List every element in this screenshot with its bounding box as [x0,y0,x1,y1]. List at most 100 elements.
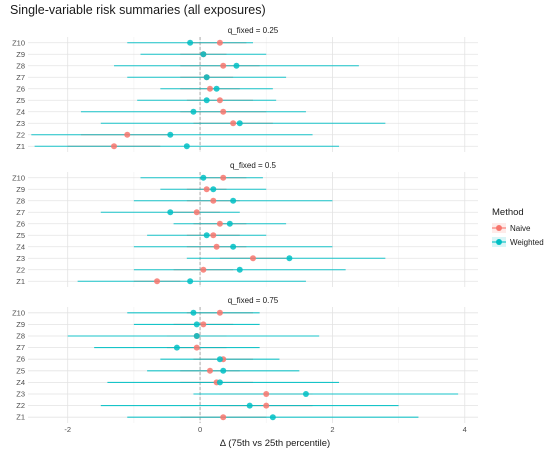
point-naive [206,85,213,92]
point-weighted [193,321,200,328]
y-tick-label: Z10 [12,308,25,317]
point-weighted [187,39,194,46]
y-tick-label: Z1 [16,142,25,151]
y-tick-label: Z7 [16,73,25,82]
point-naive [230,120,237,127]
point-weighted [187,278,194,285]
point-weighted [269,414,276,421]
point-weighted [236,266,243,273]
point-weighted [167,131,174,138]
point-naive [216,220,223,227]
point-naive [200,321,207,328]
legend: Method Naive Weighted [492,207,544,247]
y-tick-label: Z2 [16,265,25,274]
legend-title: Method [492,207,524,218]
y-tick-label: Z1 [16,277,25,286]
point-weighted [203,74,210,81]
point-weighted [213,85,220,92]
point-naive [263,391,270,397]
point-weighted [193,333,200,339]
point-weighted [216,356,223,363]
y-tick-label: Z2 [16,130,25,139]
facet-panels: q_fixed = 0.25Z1Z2Z3Z4Z5Z6Z7Z8Z9Z10q_fix… [12,26,478,423]
point-naive [193,344,200,351]
point-naive [210,197,217,204]
y-tick-label: Z6 [16,355,25,364]
point-naive [216,309,223,316]
y-tick-label: Z6 [16,219,25,228]
point-weighted [233,62,240,69]
point-weighted [230,197,237,204]
point-naive [216,97,223,104]
legend-key-dot [496,239,502,245]
point-weighted [220,367,227,374]
point-naive [193,209,200,216]
y-tick-label: Z5 [16,366,25,375]
point-naive [200,266,207,273]
y-tick-label: Z5 [16,96,25,105]
point-weighted [302,391,309,397]
point-weighted [200,174,207,181]
legend-key-dot [496,225,502,231]
point-naive [216,39,223,46]
y-tick-label: Z2 [16,401,25,410]
point-weighted [190,309,197,316]
y-tick-label: Z10 [12,38,25,47]
y-tick-label: Z1 [16,413,25,422]
x-tick-label: 4 [463,425,467,434]
y-tick-label: Z3 [16,119,25,128]
point-weighted [236,120,243,127]
y-tick-label: Z8 [16,61,25,70]
facet-panel: q_fixed = 0.25 Z1 Z2 Z3 Z4 Z5 Z6 Z7 Z8 Z9 Z10 [12,26,478,152]
y-tick-label: Z8 [16,332,25,341]
point-naive [220,414,227,421]
point-weighted [230,243,237,250]
y-tick-label: Z3 [16,390,25,399]
point-naive [220,174,227,181]
point-weighted [246,402,253,409]
point-naive [124,131,131,138]
point-weighted [200,51,207,58]
point-naive [203,186,210,193]
legend-item: Weighted [492,237,544,247]
point-weighted [210,186,217,193]
y-tick-label: Z10 [12,173,25,182]
point-weighted [216,379,223,386]
point-weighted [190,108,197,115]
legend-label: Naive [510,224,531,233]
facet-label: q_fixed = 0.5 [230,161,277,170]
point-weighted [203,232,210,239]
point-naive [210,232,217,239]
y-tick-label: Z9 [16,320,25,329]
y-tick-label: Z8 [16,196,25,205]
point-naive [111,143,118,150]
x-tick-label: 2 [330,425,334,434]
facet-panel: q_fixed = 0.5 Z1 Z2 Z3 Z4 Z5 Z6 Z7 Z8 Z9 Z10 [12,161,478,287]
point-naive [154,278,161,285]
facet-panel: q_fixed = 0.75 Z1 Z2 Z3 Z4 Z5 Z6 Z7 Z8 Z9 Z10 [12,296,478,423]
facet-label: q_fixed = 0.25 [228,26,279,35]
point-weighted [226,220,233,227]
y-tick-label: Z9 [16,185,25,194]
y-tick-label: Z5 [16,231,25,240]
y-tick-label: Z4 [16,242,25,251]
chart-title: Single-variable risk summaries (all expo… [10,3,266,17]
point-weighted [286,255,293,262]
point-weighted [183,143,190,150]
point-naive [220,62,227,69]
y-tick-label: Z7 [16,343,25,352]
point-naive [220,108,227,115]
y-tick-label: Z6 [16,84,25,93]
x-tick-label: -2 [64,425,71,434]
y-tick-label: Z7 [16,208,25,217]
point-naive [213,243,220,250]
point-naive [250,255,256,262]
y-tick-label: Z4 [16,107,25,116]
point-weighted [203,97,210,104]
x-tick-label: 0 [198,425,202,434]
point-naive [263,402,270,409]
legend-item: Naive [492,223,531,233]
y-tick-label: Z3 [16,254,25,263]
point-naive [206,367,213,374]
